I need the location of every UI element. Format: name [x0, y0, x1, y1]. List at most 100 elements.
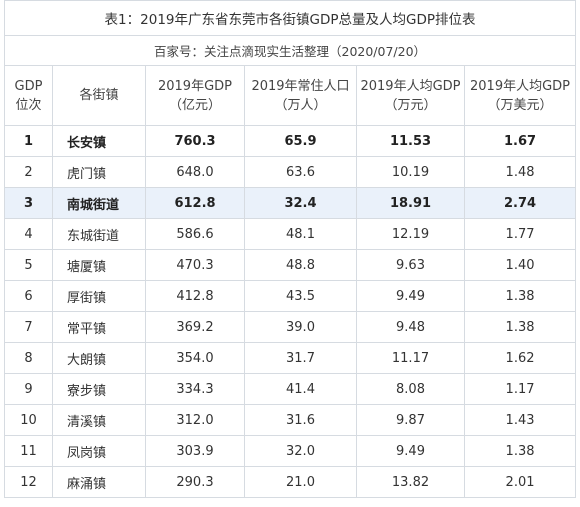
cell-gdp-per-capita-cny: 9.48	[356, 311, 465, 343]
header-pop-line2: （万人）	[274, 97, 327, 113]
header-gdp-line1: 2019年GDP	[157, 78, 232, 94]
table-row: 7 常平镇 369.2 39.0 9.48 1.38	[4, 311, 577, 343]
cell-gdp: 586.6	[145, 218, 245, 250]
cell-town: 凤岗镇	[52, 435, 146, 467]
cell-gdp-per-capita-cny: 8.08	[356, 373, 465, 405]
header-population: 2019年常住人口 （万人）	[244, 65, 357, 126]
cell-population: 32.4	[244, 187, 357, 219]
cell-rank: 8	[4, 342, 53, 374]
table-row: 9 寮步镇 334.3 41.4 8.08 1.17	[4, 373, 577, 405]
cell-gdp-per-capita-usd: 1.17	[463, 373, 577, 405]
header-pc-usd-line2: （万美元）	[487, 97, 553, 113]
cell-town: 东城街道	[52, 218, 146, 250]
header-rank: GDP 位次	[4, 65, 53, 126]
cell-gdp-per-capita-usd: 1.67	[463, 125, 577, 157]
header-town: 各街镇	[52, 65, 146, 126]
header-rank-line2: 位次	[15, 97, 42, 113]
table-title: 表1：2019年广东省东莞市各街镇GDP总量及人均GDP排位表	[3, 0, 577, 36]
cell-town: 厚街镇	[52, 280, 146, 312]
header-rank-line1: GDP	[14, 78, 43, 94]
cell-gdp: 612.8	[145, 187, 245, 219]
cell-gdp-per-capita-usd: 2.74	[463, 187, 577, 219]
header-gdp-line2: （亿元）	[168, 97, 221, 113]
cell-town: 大朗镇	[52, 342, 146, 374]
table-row: 4 东城街道 586.6 48.1 12.19 1.77	[4, 218, 577, 250]
cell-rank: 9	[4, 373, 53, 405]
cell-gdp-per-capita-cny: 9.49	[356, 435, 465, 467]
table-row: 3 南城街道 612.8 32.4 18.91 2.74	[4, 187, 577, 219]
cell-gdp-per-capita-usd: 1.40	[463, 249, 577, 281]
cell-gdp-per-capita-cny: 11.17	[356, 342, 465, 374]
cell-gdp-per-capita-cny: 12.19	[356, 218, 465, 250]
cell-rank: 10	[4, 404, 53, 436]
cell-population: 32.0	[244, 435, 357, 467]
table-row: 10 清溪镇 312.0 31.6 9.87 1.43	[4, 404, 577, 436]
cell-gdp: 312.0	[145, 404, 245, 436]
cell-town: 麻涌镇	[52, 466, 146, 498]
header-pop-line1: 2019年常住人口	[251, 78, 350, 94]
cell-gdp: 303.9	[145, 435, 245, 467]
cell-population: 31.6	[244, 404, 357, 436]
cell-gdp: 470.3	[145, 249, 245, 281]
header-gdp-per-capita-usd: 2019年人均GDP （万美元）	[463, 65, 577, 126]
cell-gdp: 354.0	[145, 342, 245, 374]
cell-population: 48.8	[244, 249, 357, 281]
cell-rank: 3	[4, 187, 53, 219]
cell-gdp-per-capita-cny: 18.91	[356, 187, 465, 219]
header-pc-cny-line2: （万元）	[384, 97, 437, 113]
cell-gdp-per-capita-usd: 1.38	[463, 280, 577, 312]
cell-gdp: 334.3	[145, 373, 245, 405]
header-gdp-per-capita-cny: 2019年人均GDP （万元）	[356, 65, 465, 126]
cell-gdp-per-capita-usd: 1.43	[463, 404, 577, 436]
cell-rank: 2	[4, 156, 53, 188]
header-gdp: 2019年GDP （亿元）	[145, 65, 245, 126]
cell-gdp-per-capita-cny: 9.87	[356, 404, 465, 436]
cell-town: 塘厦镇	[52, 249, 146, 281]
table-row: 12 麻涌镇 290.3 21.0 13.82 2.01	[4, 466, 577, 498]
header-pc-usd-line1: 2019年人均GDP	[470, 78, 571, 94]
table-row: 8 大朗镇 354.0 31.7 11.17 1.62	[4, 342, 577, 374]
cell-population: 39.0	[244, 311, 357, 343]
table-row: 2 虎门镇 648.0 63.6 10.19 1.48	[4, 156, 577, 188]
cell-gdp: 369.2	[145, 311, 245, 343]
cell-town: 常平镇	[52, 311, 146, 343]
cell-town: 清溪镇	[52, 404, 146, 436]
cell-rank: 7	[4, 311, 53, 343]
cell-population: 63.6	[244, 156, 357, 188]
cell-rank: 11	[4, 435, 53, 467]
cell-gdp: 648.0	[145, 156, 245, 188]
cell-town: 虎门镇	[52, 156, 146, 188]
gdp-ranking-table: 表1：2019年广东省东莞市各街镇GDP总量及人均GDP排位表 百家号：关注点滴…	[3, 0, 577, 498]
table-row: 5 塘厦镇 470.3 48.8 9.63 1.40	[4, 249, 577, 281]
cell-rank: 6	[4, 280, 53, 312]
cell-gdp: 412.8	[145, 280, 245, 312]
cell-gdp-per-capita-usd: 1.48	[463, 156, 577, 188]
cell-gdp-per-capita-cny: 11.53	[356, 125, 465, 157]
cell-rank: 1	[4, 125, 53, 157]
cell-gdp-per-capita-cny: 9.49	[356, 280, 465, 312]
table-row: 6 厚街镇 412.8 43.5 9.49 1.38	[4, 280, 577, 312]
cell-population: 31.7	[244, 342, 357, 374]
cell-population: 65.9	[244, 125, 357, 157]
cell-population: 41.4	[244, 373, 357, 405]
header-pc-cny-line1: 2019年人均GDP	[360, 78, 461, 94]
cell-gdp-per-capita-usd: 1.62	[463, 342, 577, 374]
cell-gdp-per-capita-usd: 1.77	[463, 218, 577, 250]
cell-population: 43.5	[244, 280, 357, 312]
cell-town: 寮步镇	[52, 373, 146, 405]
cell-rank: 12	[4, 466, 53, 498]
cell-rank: 5	[4, 249, 53, 281]
cell-rank: 4	[4, 218, 53, 250]
cell-gdp-per-capita-cny: 9.63	[356, 249, 465, 281]
cell-town: 南城街道	[52, 187, 146, 219]
cell-gdp-per-capita-cny: 13.82	[356, 466, 465, 498]
cell-gdp: 290.3	[145, 466, 245, 498]
table-header-row: GDP 位次 各街镇 2019年GDP （亿元） 2019年常住人口 （万人） …	[4, 65, 577, 126]
cell-gdp-per-capita-usd: 1.38	[463, 435, 577, 467]
cell-gdp: 760.3	[145, 125, 245, 157]
table-title-row: 表1：2019年广东省东莞市各街镇GDP总量及人均GDP排位表	[3, 0, 577, 36]
gdp-table-container: 表1：2019年广东省东莞市各街镇GDP总量及人均GDP排位表 百家号：关注点滴…	[3, 0, 577, 498]
table-row: 1 长安镇 760.3 65.9 11.53 1.67	[4, 125, 577, 157]
cell-population: 48.1	[244, 218, 357, 250]
cell-gdp-per-capita-usd: 1.38	[463, 311, 577, 343]
